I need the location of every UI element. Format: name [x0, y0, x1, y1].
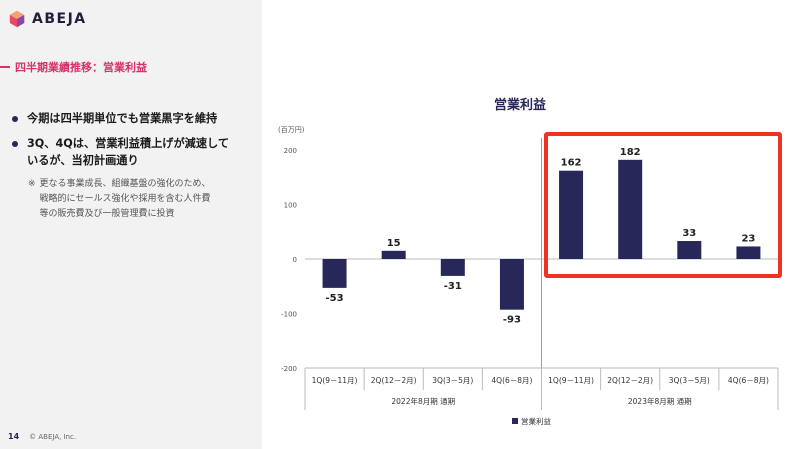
chart-title: 営業利益 [493, 98, 546, 113]
bar [440, 259, 465, 276]
data-label: 23 [741, 233, 755, 244]
page-number: 14 [8, 432, 20, 441]
y-axis-unit: (百万円) [278, 126, 305, 134]
category-label: 3Q(3－5月) [669, 376, 710, 385]
category-label: 1Q(9－11月) [548, 376, 594, 385]
category-label: 2Q(12－2月) [607, 376, 653, 385]
logo: ABEJA [8, 10, 87, 28]
bar [736, 246, 761, 259]
bullet-dot [12, 116, 18, 122]
bullet-text: 今期は四半期単位でも営業黒字を維持 [27, 110, 217, 127]
category-label: 3Q(3－5月) [432, 376, 473, 385]
note-mark: ※ [28, 179, 36, 189]
section-title: 四半期業績推移：営業利益 [0, 59, 147, 75]
note-text: 更なる事業成長、組織基盤の強化のため、 戦略的にセールス強化や採用を含む人件費 … [40, 177, 211, 222]
bullet-text: 3Q、4Qは、営業利益積上げが減速して いるが、当初計画通り [27, 135, 229, 169]
data-label: 162 [561, 158, 582, 169]
bar [381, 250, 406, 259]
bullet-line: 3Q、4Qは、営業利益積上げが減速して [27, 137, 230, 150]
data-label: 182 [620, 147, 641, 158]
legend-label: 営業利益 [521, 416, 551, 426]
section-title-text: 四半期業績推移：営業利益 [15, 61, 147, 74]
logo-text: ABEJA [32, 11, 87, 27]
bar [618, 159, 643, 259]
highlight-box [544, 132, 782, 278]
bar [499, 259, 524, 310]
y-tick-label: -200 [281, 365, 297, 373]
data-label: 33 [682, 228, 696, 239]
data-label: -31 [444, 281, 462, 292]
y-tick-label: 100 [284, 202, 297, 210]
y-tick-label: -100 [281, 311, 297, 319]
category-label: 2Q(12－2月) [371, 376, 417, 385]
bullet-line: 今期は四半期単位でも営業黒字を維持 [27, 112, 218, 125]
y-tick-label: 200 [284, 147, 297, 155]
left-panel: ABEJA 四半期業績推移：営業利益 今期は四半期単位でも営業黒字を維持 3Q、… [0, 0, 262, 449]
category-label: 4Q(6－8月) [728, 376, 769, 385]
legend-swatch [512, 418, 518, 424]
note-line: 等の販売費及び一般管理費に投資 [39, 209, 175, 219]
bullet-item: 3Q、4Qは、営業利益積上げが減速して いるが、当初計画通り [12, 135, 257, 169]
note-line: 戦略的にセールス強化や採用を含む人件費 [39, 194, 211, 204]
bullet-item: 今期は四半期単位でも営業黒字を維持 [12, 110, 257, 127]
bullet-line: いるが、当初計画通り [27, 154, 139, 167]
title-dash [0, 66, 10, 68]
category-label: 4Q(6－8月) [491, 376, 532, 385]
category-label: 1Q(9－11月) [312, 376, 358, 385]
bullet-list: 今期は四半期単位でも営業黒字を維持 3Q、4Qは、営業利益積上げが減速して いる… [12, 110, 257, 222]
abeja-logo-icon [9, 10, 25, 28]
bar [322, 259, 347, 288]
data-label: 15 [387, 238, 401, 249]
y-tick-label: 0 [293, 256, 297, 264]
data-label: -93 [503, 315, 521, 326]
bullet-dot [12, 141, 18, 147]
note-line: 更なる事業成長、組織基盤の強化のため、 [39, 179, 211, 189]
group-label: 2022年8月期 通期 [391, 396, 455, 406]
note: ※ 更なる事業成長、組織基盤の強化のため、 戦略的にセールス強化や採用を含む人件… [28, 177, 257, 222]
footer: 14 © ABEJA, Inc. [8, 432, 76, 441]
bar [677, 241, 702, 259]
bar [559, 170, 584, 259]
copyright: © ABEJA, Inc. [29, 432, 77, 441]
group-label: 2023年8月期 通期 [628, 396, 692, 406]
data-label: -53 [326, 293, 344, 304]
